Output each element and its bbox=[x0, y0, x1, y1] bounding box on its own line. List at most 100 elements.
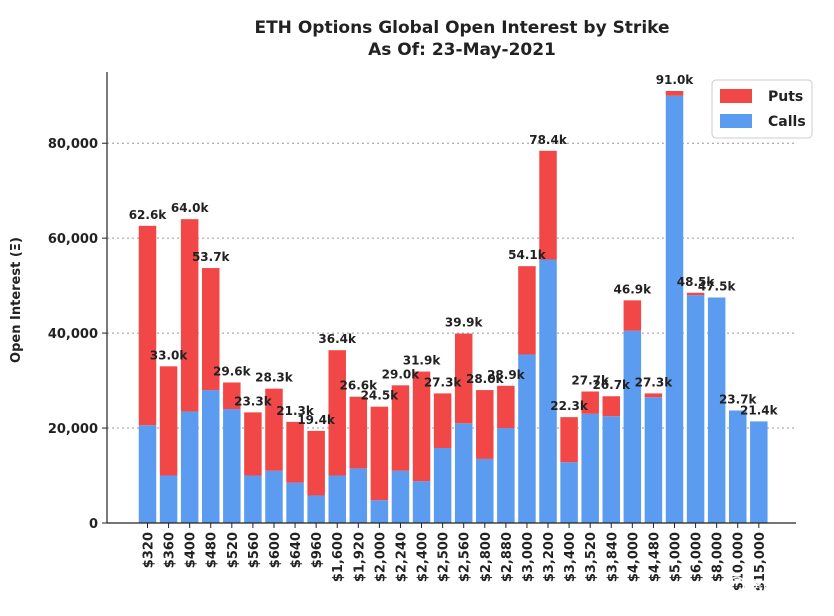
bar-puts bbox=[307, 430, 325, 496]
data-label-total: 53.7k bbox=[192, 250, 231, 264]
x-tick-label: $15,000 bbox=[753, 532, 768, 591]
data-label-total: 28.9k bbox=[487, 368, 526, 382]
data-label-total: 27.7k bbox=[571, 373, 610, 387]
data-label-total: 29.0k bbox=[382, 367, 421, 381]
bar-calls bbox=[201, 390, 220, 523]
data-label-total: 26.6k bbox=[340, 379, 379, 393]
bar-puts bbox=[686, 292, 705, 296]
data-label-total: 39.9k bbox=[445, 316, 484, 330]
bar-calls bbox=[707, 297, 726, 523]
bar-puts bbox=[138, 225, 157, 426]
bar-calls bbox=[223, 409, 241, 523]
y-tick-label: 20,000 bbox=[48, 422, 98, 437]
bar-calls bbox=[750, 421, 768, 523]
x-tick-label: $4,480 bbox=[647, 532, 662, 582]
x-tick-label: $640 bbox=[289, 532, 304, 568]
y-axis-label: Open Interest (Ξ) bbox=[9, 237, 24, 363]
x-tick-label: $400 bbox=[184, 532, 199, 568]
bar-puts bbox=[602, 396, 621, 417]
data-label-total: 62.6k bbox=[129, 208, 168, 222]
bar-puts bbox=[665, 90, 684, 96]
bar-calls bbox=[581, 413, 599, 523]
bar-calls bbox=[433, 447, 452, 523]
bar-calls bbox=[623, 330, 642, 523]
x-tick-label: $6,000 bbox=[690, 532, 705, 582]
bar-calls bbox=[686, 295, 705, 523]
bar-puts bbox=[244, 412, 262, 476]
bar-puts bbox=[497, 385, 515, 429]
bar-puts bbox=[518, 266, 536, 355]
data-label-total: 27.3k bbox=[424, 375, 463, 389]
y-tick-label: 80,000 bbox=[48, 137, 98, 152]
bar-puts bbox=[180, 219, 199, 412]
bar-calls bbox=[728, 410, 747, 523]
bar-calls bbox=[159, 475, 178, 523]
bar-calls bbox=[370, 500, 389, 523]
x-tick-label: $960 bbox=[310, 532, 325, 568]
bar-puts bbox=[286, 421, 304, 483]
legend-label-calls: Calls bbox=[768, 114, 806, 130]
data-label-total: 54.1k bbox=[508, 248, 547, 262]
x-tick-label: $3,400 bbox=[563, 532, 578, 582]
data-label-total: 23.3k bbox=[234, 394, 273, 408]
bar-calls bbox=[476, 458, 494, 523]
data-labels-group: 62.6k 33.0k 64.0k 53.7k 29.6k 23.3k 28.3k 21.3k… bbox=[129, 73, 779, 427]
legend-label-puts: Puts bbox=[768, 89, 803, 105]
bar-puts bbox=[476, 390, 494, 459]
data-label-total: 78.4k bbox=[529, 133, 568, 147]
bar-puts bbox=[539, 150, 557, 260]
y-ticks-group: 0 20,000 40,000 60,000 80,000 bbox=[48, 137, 107, 532]
data-label-total: 21.3k bbox=[276, 404, 315, 418]
data-label-total: 21.4k bbox=[740, 403, 779, 417]
bar-puts bbox=[581, 391, 599, 414]
bar-puts bbox=[201, 268, 220, 391]
x-tick-label: $520 bbox=[226, 532, 241, 568]
data-label-total: 47.5k bbox=[698, 280, 737, 294]
bar-puts bbox=[349, 396, 368, 469]
x-tick-label: $320 bbox=[142, 532, 157, 568]
x-tick-label: $2,800 bbox=[479, 532, 494, 582]
watermark-text: Greeks bbox=[748, 578, 794, 593]
data-label-total: 33.0k bbox=[150, 348, 189, 362]
data-label-total: 27.3k bbox=[635, 375, 674, 389]
x-tick-label: $2,500 bbox=[437, 532, 452, 582]
data-label-total: 22.3k bbox=[550, 399, 589, 413]
bar-calls bbox=[454, 423, 473, 523]
data-label-total: 19.4k bbox=[297, 413, 336, 427]
bar-calls bbox=[180, 411, 199, 523]
data-label-total: 26.7k bbox=[592, 378, 631, 392]
bar-puts bbox=[391, 385, 410, 471]
x-tick-label: $3,520 bbox=[584, 532, 599, 582]
bar-calls bbox=[391, 470, 410, 523]
data-label-total: 46.9k bbox=[614, 282, 653, 296]
bar-calls bbox=[665, 95, 684, 523]
chart-subtitle: As Of: 23-May-2021 bbox=[368, 40, 556, 60]
legend-swatch-calls bbox=[720, 114, 752, 128]
bar-puts bbox=[454, 333, 473, 424]
bar-calls bbox=[560, 462, 578, 523]
bar-calls bbox=[328, 475, 346, 523]
watermark-logo-icon bbox=[729, 576, 745, 592]
x-tick-label: $5,000 bbox=[669, 532, 684, 582]
legend-swatch-puts bbox=[720, 89, 752, 103]
data-label-total: 28.0k bbox=[466, 372, 505, 386]
bar-calls bbox=[412, 481, 431, 523]
data-label-total: 31.9k bbox=[403, 354, 442, 368]
x-ticks-group: $320 $360 $400 $480 $520 $560 $600 $640 $960 $1,6… bbox=[142, 523, 768, 591]
bar-calls bbox=[244, 475, 262, 523]
legend: Puts Calls bbox=[711, 79, 813, 139]
y-tick-label: 60,000 bbox=[48, 232, 98, 247]
x-tick-label: $2,400 bbox=[416, 532, 431, 582]
bar-puts bbox=[223, 382, 241, 410]
data-label-total: 28.3k bbox=[255, 371, 294, 385]
bar-calls bbox=[265, 470, 283, 523]
x-tick-label: $480 bbox=[205, 532, 220, 568]
bar-calls bbox=[602, 416, 621, 523]
x-tick-label: $8,000 bbox=[711, 532, 726, 582]
data-label-total: 36.4k bbox=[318, 332, 357, 346]
chart-title: ETH Options Global Open Interest by Stri… bbox=[254, 18, 669, 38]
bar-calls bbox=[644, 397, 663, 523]
y-tick-label: 0 bbox=[89, 517, 98, 532]
bar-calls bbox=[307, 495, 325, 523]
bar-calls bbox=[497, 428, 515, 523]
